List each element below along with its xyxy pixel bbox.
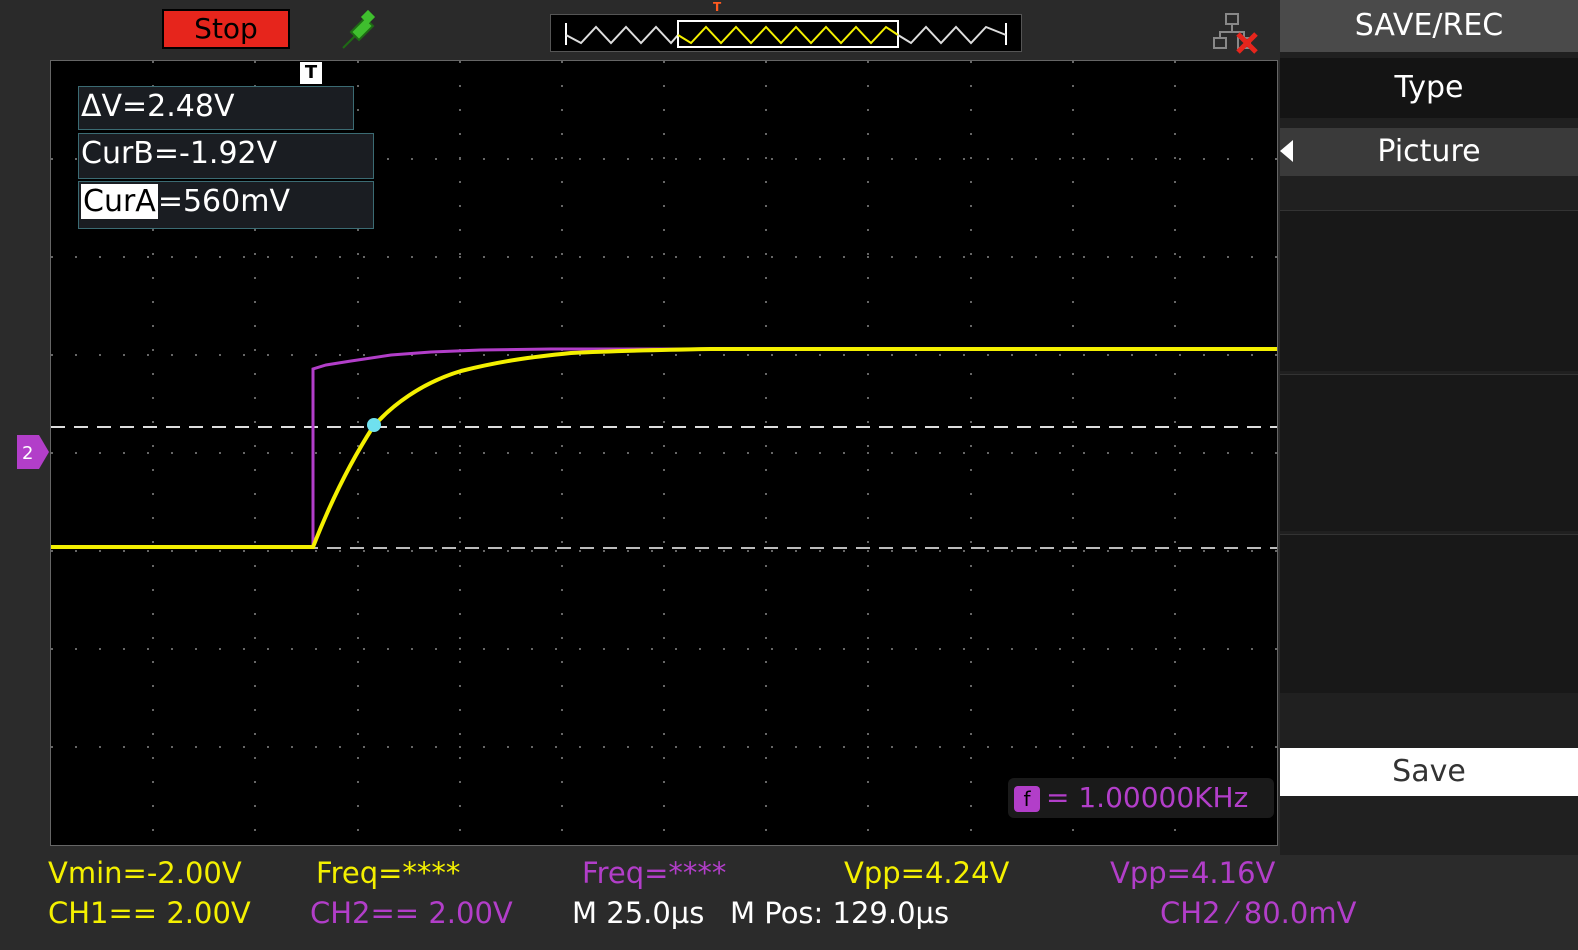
- menu-title: SAVE/REC: [1280, 0, 1578, 52]
- cursor-a-selected-label[interactable]: CurA: [81, 184, 158, 219]
- ch2-scale[interactable]: CH2== 2.00V: [310, 896, 513, 930]
- svg-text:2: 2: [22, 443, 33, 464]
- trigger-info[interactable]: CH2 ⁄ 80.0mV: [1160, 896, 1357, 930]
- waveform-graticule: [51, 61, 1277, 845]
- menu-arrow-left-icon: [1280, 140, 1293, 162]
- menu-slot-2[interactable]: [1280, 210, 1578, 371]
- network-disconnected-icon: [1213, 13, 1258, 54]
- trigger-position-marker: T: [713, 0, 722, 14]
- frequency-counter-value: = 1.00000KHz: [1046, 781, 1249, 814]
- save-button[interactable]: Save: [1280, 748, 1578, 796]
- frequency-counter-icon: f: [1014, 786, 1040, 812]
- ch1-scale[interactable]: CH1== 2.00V: [48, 896, 251, 930]
- top-bar: Stop T: [0, 0, 1280, 60]
- ch1-vpp: Vpp=4.24V: [844, 856, 1010, 890]
- ch2-frequency: Freq=****: [582, 856, 727, 890]
- ch2-trace: [51, 347, 1277, 549]
- side-menu: SAVE/REC Type Picture Save: [1280, 0, 1578, 855]
- cursor-b-readout: CurB=-1.92V: [78, 133, 374, 179]
- ch2-vpp: Vpp=4.16V: [1110, 856, 1276, 890]
- menu-type-value[interactable]: Picture: [1280, 128, 1578, 176]
- probe-icon: [342, 9, 376, 49]
- delta-v-readout: ΔV=2.48V: [78, 86, 354, 130]
- ch1-vmin: Vmin=-2.00V: [48, 856, 242, 890]
- run-stop-button[interactable]: Stop: [162, 9, 290, 49]
- ch1-trace: [51, 347, 1277, 549]
- delta-v-text: ΔV=2.48V: [81, 89, 235, 124]
- menu-slot-3[interactable]: [1280, 374, 1578, 531]
- cursor-a-readout: CurA=560mV: [78, 181, 374, 229]
- ch1-frequency: Freq=****: [316, 856, 461, 890]
- timebase[interactable]: M 25.0µs: [572, 896, 705, 930]
- horizontal-position[interactable]: M Pos: 129.0µs: [730, 896, 950, 930]
- cursor-b-text: CurB=-1.92V: [81, 136, 278, 171]
- memory-depth-bar: [550, 14, 1022, 52]
- ch2-level-marker[interactable]: 2: [17, 435, 51, 469]
- cursor-intersection-marker: [367, 418, 381, 432]
- frequency-counter: f = 1.00000KHz: [1008, 778, 1274, 818]
- trigger-time-marker: T: [300, 62, 322, 84]
- menu-type-label[interactable]: Type: [1280, 58, 1578, 118]
- cursor-a-value: =560mV: [157, 184, 290, 219]
- menu-slot-4[interactable]: [1280, 534, 1578, 693]
